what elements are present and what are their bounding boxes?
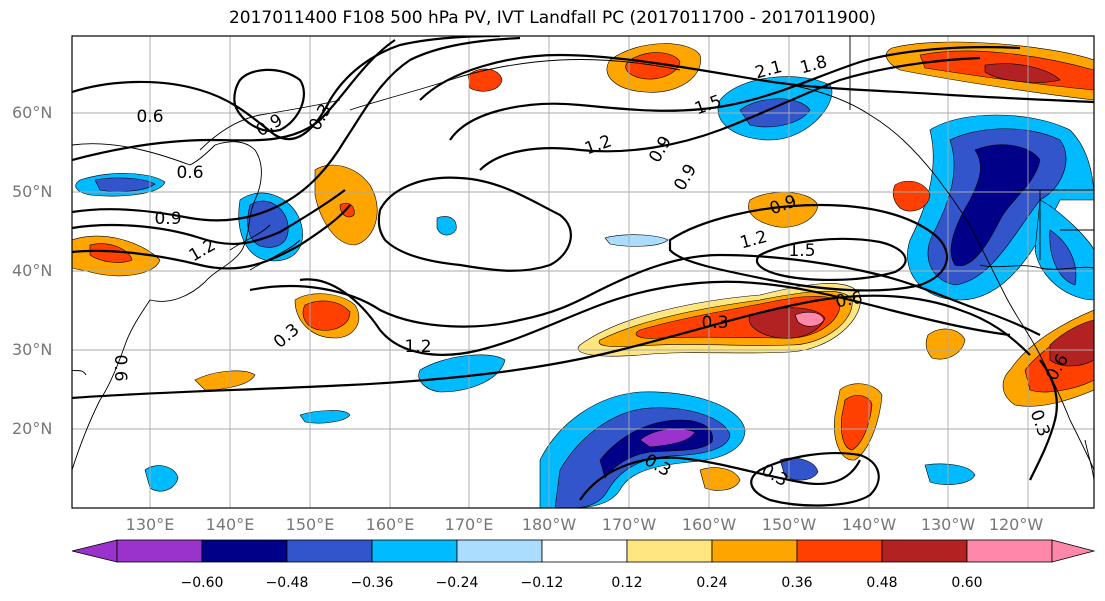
coastlines — [72, 36, 1094, 481]
colorbar-tick-label: 0.60 — [951, 575, 983, 591]
colorbar-upper-extend — [1051, 539, 1096, 563]
colorbar-bin — [881, 539, 968, 563]
lon-label: 130°W — [920, 515, 976, 534]
graticule — [72, 36, 1094, 508]
lon-label: 150°E — [285, 515, 335, 534]
lat-label: 20°N — [12, 419, 53, 438]
map-panel: 0.6 0.6 0.9 1.2 0.3 0.6 0.9 0.9 1.2 1.5 … — [72, 36, 1094, 508]
lon-label: 140°W — [841, 515, 897, 534]
colorbar-bin — [966, 539, 1053, 563]
colorbar-bin — [541, 539, 628, 563]
lon-label: 160°E — [365, 515, 415, 534]
contour-label: 1.5 — [788, 241, 815, 261]
lat-label: 40°N — [12, 261, 53, 280]
lon-label: 170°W — [601, 515, 657, 534]
colorbar-bin — [286, 539, 373, 563]
colorbar-tick-label: 0.36 — [781, 575, 813, 591]
lat-label: 60°N — [12, 103, 53, 122]
colorbar-tick-label: 0.12 — [611, 575, 643, 591]
lat-label: 30°N — [12, 340, 53, 359]
contour-label: 1.2 — [404, 337, 431, 357]
colorbar-tick-label: −0.36 — [350, 575, 394, 591]
colorbar-tick-label: −0.12 — [520, 575, 564, 591]
lon-label: 140°E — [205, 515, 255, 534]
lon-label: 180°W — [521, 515, 577, 534]
colorbar-bin — [796, 539, 883, 563]
lon-label: 130°E — [125, 515, 175, 534]
map-title: 2017011400 F108 500 hPa PV, IVT Landfall… — [228, 8, 876, 28]
lon-label: 160°W — [681, 515, 737, 534]
colorbar-bin — [456, 539, 543, 563]
colorbar-tick-label: −0.60 — [180, 575, 224, 591]
contour-label: 0.6 — [834, 288, 864, 312]
lat-label: 50°N — [12, 182, 53, 201]
map-frame — [71, 35, 1095, 509]
colorbar-bin — [626, 539, 713, 563]
colorbar-bin — [201, 539, 288, 563]
colorbar-bin — [711, 539, 798, 563]
colorbar-lower-extend — [71, 539, 118, 563]
contour-label: 0.3 — [701, 313, 728, 333]
contour-label: 0.6 — [110, 354, 130, 381]
contour-label: 0.9 — [154, 209, 181, 229]
lon-label: 120°W — [988, 515, 1044, 534]
contour-label: 0.6 — [136, 107, 163, 127]
lon-label: 150°W — [761, 515, 817, 534]
pv-contours — [72, 36, 1094, 507]
colorbar-bin — [116, 539, 203, 563]
colorbar-tick-label: 0.24 — [696, 575, 728, 591]
colorbar-tick-label: 0.48 — [866, 575, 898, 591]
colorbar-bin — [371, 539, 458, 563]
colorbar — [71, 539, 1096, 563]
colorbar-tick-label: −0.24 — [435, 575, 479, 591]
contour-label: 0.6 — [176, 163, 203, 183]
colorbar-tick-label: −0.48 — [265, 575, 309, 591]
lon-label: 170°E — [444, 515, 494, 534]
